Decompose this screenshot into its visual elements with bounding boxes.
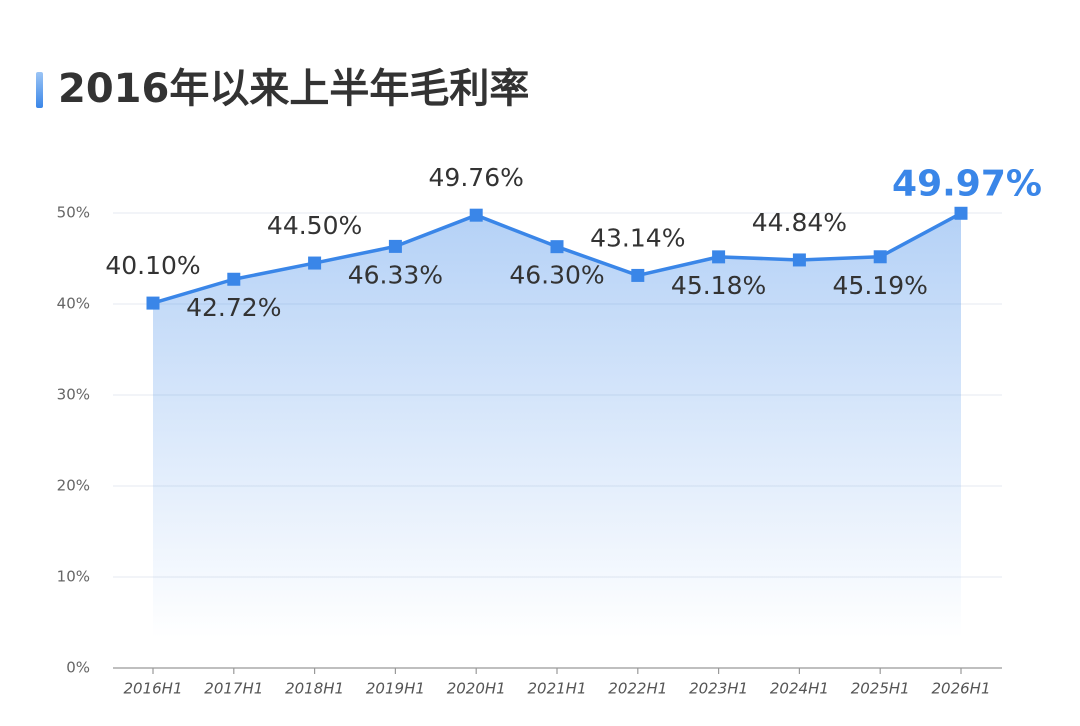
- x-tick-label: 2021H1: [528, 680, 587, 698]
- y-tick-label: 20%: [57, 477, 90, 495]
- marker: [388, 239, 402, 253]
- marker: [308, 256, 322, 270]
- value-label: 43.14%: [590, 223, 685, 252]
- marker: [550, 240, 564, 254]
- value-label: 40.10%: [105, 251, 200, 280]
- x-tick-label: 2026H1: [932, 680, 991, 698]
- value-label: 45.18%: [671, 271, 766, 300]
- y-tick-label: 40%: [57, 295, 90, 313]
- marker: [469, 208, 483, 222]
- value-label: 49.97%: [892, 163, 1042, 204]
- marker: [792, 253, 806, 267]
- title-accent: [36, 72, 43, 108]
- x-tick-label: 2025H1: [851, 680, 910, 698]
- area: [153, 213, 961, 638]
- chart-title: 2016年以来上半年毛利率: [58, 66, 529, 112]
- marker: [712, 250, 726, 264]
- x-tick-label: 2016H1: [124, 680, 183, 698]
- value-label: 44.50%: [267, 211, 362, 240]
- value-label: 45.19%: [833, 271, 928, 300]
- y-tick-label: 10%: [57, 568, 90, 586]
- marker: [227, 272, 241, 286]
- y-tick-label: 0%: [66, 659, 90, 677]
- x-tick-label: 2022H1: [608, 680, 667, 698]
- x-tick-label: 2024H1: [770, 680, 829, 698]
- y-tick-label: 50%: [57, 204, 90, 222]
- value-label: 44.84%: [752, 208, 847, 237]
- value-label: 49.76%: [429, 163, 524, 192]
- value-label: 46.33%: [348, 260, 443, 289]
- x-tick-label: 2023H1: [689, 680, 748, 698]
- y-tick-label: 30%: [57, 386, 90, 404]
- x-tick-label: 2018H1: [285, 680, 344, 698]
- marker: [873, 250, 887, 264]
- x-tick-label: 2020H1: [447, 680, 506, 698]
- marker: [631, 268, 645, 282]
- marker: [954, 206, 968, 220]
- marker: [146, 296, 160, 310]
- x-tick-label: 2019H1: [366, 680, 425, 698]
- value-label: 46.30%: [509, 261, 604, 290]
- x-tick-label: 2017H1: [204, 680, 263, 698]
- value-label: 42.72%: [186, 293, 281, 322]
